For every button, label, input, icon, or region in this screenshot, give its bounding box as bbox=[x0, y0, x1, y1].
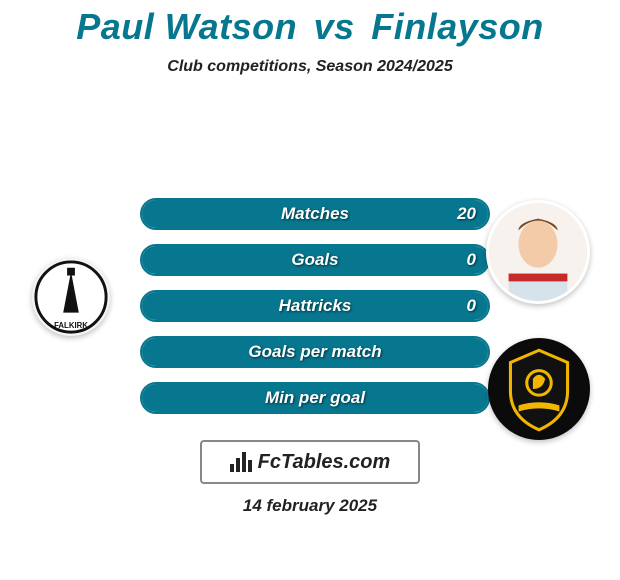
svg-text:FALKIRK: FALKIRK bbox=[54, 321, 88, 330]
team1-logo-falkirk: FALKIRK bbox=[32, 258, 110, 336]
stat-bar: Matches20 bbox=[140, 198, 490, 230]
livingston-crest-icon bbox=[488, 338, 590, 440]
stat-bar-label: Goals bbox=[142, 246, 488, 274]
stat-bar-label: Min per goal bbox=[142, 384, 488, 412]
subtitle: Club competitions, Season 2024/2025 bbox=[0, 58, 620, 76]
stat-bar: Min per goal bbox=[140, 382, 490, 414]
header: Paul Watson vs Finlayson Club competitio… bbox=[0, 0, 620, 76]
stat-bar: Hattricks0 bbox=[140, 290, 490, 322]
stat-bar-value-right: 0 bbox=[455, 246, 488, 274]
player1-avatar-glow bbox=[10, 194, 110, 230]
person-icon bbox=[489, 203, 587, 301]
title-player1: Paul Watson bbox=[76, 6, 297, 47]
stat-bar-label: Hattricks bbox=[142, 292, 488, 320]
stat-bar: Goals per match bbox=[140, 336, 490, 368]
stat-bar-label: Goals per match bbox=[142, 338, 488, 366]
stat-bar: Goals0 bbox=[140, 244, 490, 276]
title-vs: vs bbox=[314, 6, 355, 47]
team2-logo-livingston bbox=[488, 338, 590, 440]
branding-badge: FcTables.com bbox=[200, 440, 420, 484]
player2-avatar bbox=[486, 200, 590, 304]
stat-bar-value-right: 0 bbox=[455, 292, 488, 320]
falkirk-crest-icon: FALKIRK bbox=[32, 258, 110, 336]
stat-bar-value-right: 20 bbox=[445, 200, 488, 228]
branding-text: FcTables.com bbox=[258, 451, 391, 474]
title-player2: Finlayson bbox=[371, 6, 544, 47]
date-label: 14 february 2025 bbox=[0, 496, 620, 516]
page-title: Paul Watson vs Finlayson bbox=[0, 6, 620, 48]
stats-bars: Matches20Goals0Hattricks0Goals per match… bbox=[140, 198, 490, 414]
bar-chart-icon bbox=[230, 452, 252, 472]
stat-bar-label: Matches bbox=[142, 200, 488, 228]
